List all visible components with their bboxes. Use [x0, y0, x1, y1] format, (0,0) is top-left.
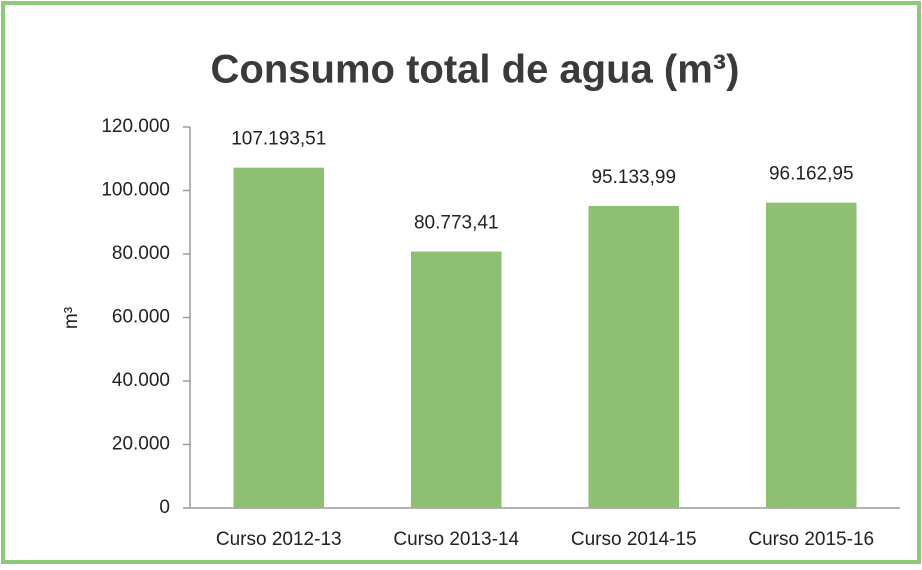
y-tick-label: 0: [159, 497, 170, 518]
value-label: 107.193,51: [231, 129, 326, 150]
bar: [233, 167, 325, 509]
x-tick-label: Curso 2015-16: [748, 529, 874, 550]
y-tick-label: 20.000: [112, 434, 170, 455]
value-label: 80.773,41: [414, 213, 499, 234]
chart-title: Consumo total de agua (m³): [211, 48, 740, 92]
x-tick-label: Curso 2012-13: [216, 529, 342, 550]
value-label: 95.133,99: [591, 167, 676, 188]
y-tick-label: 120.000: [101, 116, 170, 137]
bar: [410, 251, 502, 508]
y-tick-label: 60.000: [112, 307, 170, 328]
x-tick-label: Curso 2013-14: [393, 529, 519, 550]
y-axis-label: m³: [61, 307, 82, 329]
bar: [588, 205, 680, 508]
y-tick-label: 100.000: [101, 180, 170, 201]
bar: [765, 202, 857, 509]
x-tick-label: Curso 2014-15: [571, 529, 697, 550]
y-tick-label: 40.000: [112, 370, 170, 391]
value-label: 96.162,95: [769, 164, 854, 185]
y-tick-label: 80.000: [112, 243, 170, 264]
